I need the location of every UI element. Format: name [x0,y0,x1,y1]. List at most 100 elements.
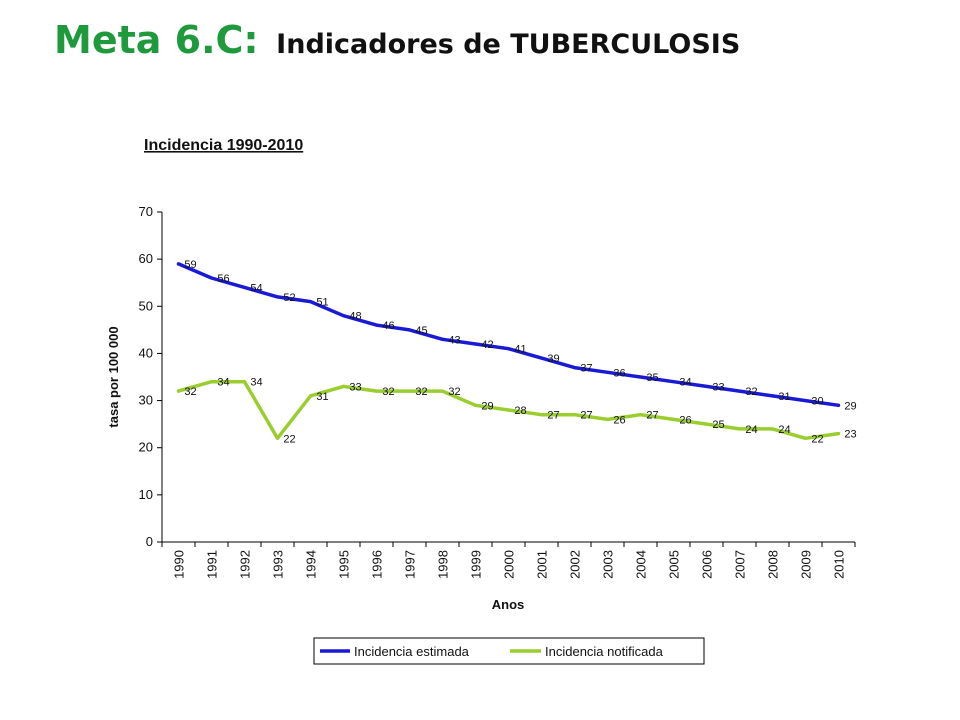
x-tick-label: 1999 [469,550,484,579]
data-label: 33 [349,381,361,393]
data-label: 31 [316,391,328,403]
data-point [540,413,543,417]
data-point [804,436,807,440]
data-point [276,436,279,440]
x-tick-label: 1996 [370,550,385,579]
data-label: 29 [844,400,856,412]
y-tick-label: 20 [139,440,153,455]
slide-title-main: Meta 6.C: [54,18,259,62]
data-label: 42 [481,339,493,351]
x-tick-label: 2008 [766,550,781,579]
x-axis-label: Anos [492,597,525,612]
data-point [837,403,840,407]
y-tick-label: 60 [139,251,153,266]
data-point [474,342,477,346]
chart-axes: 0 10 20 30 40 50 60 70 1990 1991 1992 1993 1994 1995 1… [139,204,856,579]
data-label: 22 [811,433,823,445]
data-label: 56 [217,273,229,285]
x-tick-label: 2006 [700,550,715,579]
data-point [309,300,312,304]
data-point [639,413,642,417]
data-point [177,262,180,266]
x-tick-label: 1993 [271,550,286,579]
x-tick-label: 2000 [502,550,517,579]
data-point [705,384,708,388]
data-point [573,413,576,417]
series-line-1 [176,262,841,408]
data-point [738,427,741,431]
x-tick-label: 2001 [535,550,550,579]
data-label: 35 [646,372,658,384]
data-point [672,417,675,421]
data-label: 23 [844,429,856,441]
data-label: 28 [514,405,526,417]
data-point [408,389,411,393]
slide-title: Meta 6.C: Indicadores de TUBERCULOSIS [54,18,740,62]
data-label: 46 [382,320,394,332]
chart-title: Incidencia 1990-2010 [144,137,303,154]
data-label: 37 [580,363,592,375]
data-label: 24 [778,424,790,436]
data-label: 31 [778,391,790,403]
data-label: 48 [349,311,361,323]
x-tick-label: 2010 [832,550,847,579]
x-tick-label: 2009 [799,550,814,579]
y-tick-label: 10 [139,487,153,502]
data-label: 51 [316,297,328,309]
data-point [606,417,609,421]
data-point [540,356,543,360]
x-tick-label: 1994 [304,550,319,579]
chart-data-labels: 59 56 54 52 51 48 46 45 43 42 41 39 37 36 35 34 33 32 31 30… [184,259,856,445]
data-point [375,389,378,393]
data-point [243,285,246,289]
data-label: 27 [646,410,658,422]
data-label: 27 [547,410,559,422]
data-label: 32 [745,386,757,398]
data-point [375,323,378,327]
data-label: 27 [580,410,592,422]
data-label: 41 [514,344,526,356]
data-label: 52 [283,292,295,304]
data-point [606,370,609,374]
data-label: 30 [811,396,823,408]
data-label: 29 [481,400,493,412]
data-point [441,389,444,393]
data-point [837,432,840,436]
data-point [639,375,642,379]
data-label: 32 [184,386,196,398]
x-tick-label: 2007 [733,550,748,579]
x-tick-label: 2002 [568,550,583,579]
data-point [309,394,312,398]
data-label: 36 [613,367,625,379]
data-label: 33 [712,381,724,393]
data-label: 39 [547,353,559,365]
data-point [771,427,774,431]
chart-series [176,262,841,441]
data-label: 54 [250,282,262,294]
data-label: 34 [217,377,229,389]
data-label: 26 [613,414,625,426]
data-point [705,422,708,426]
data-label: 45 [415,325,427,337]
legend-label-1: Incidencia estimada [354,644,470,659]
data-label: 34 [679,377,691,389]
x-tick-label: 1992 [238,550,253,579]
data-point [507,347,510,351]
data-label: 32 [415,386,427,398]
data-label: 25 [712,419,724,431]
x-tick-label: 2005 [667,550,682,579]
y-tick-label: 40 [139,345,153,360]
data-label: 34 [250,377,262,389]
x-tick-label: 2004 [634,550,649,579]
data-point [210,380,213,384]
y-tick-label: 50 [139,298,153,313]
data-label: 43 [448,334,460,346]
data-point [507,408,510,412]
data-label: 26 [679,414,691,426]
data-point [738,389,741,393]
data-point [441,337,444,341]
x-tick-label: 2003 [601,550,616,579]
y-axis-label: tasa por 100 000 [106,326,121,427]
data-point [177,389,180,393]
